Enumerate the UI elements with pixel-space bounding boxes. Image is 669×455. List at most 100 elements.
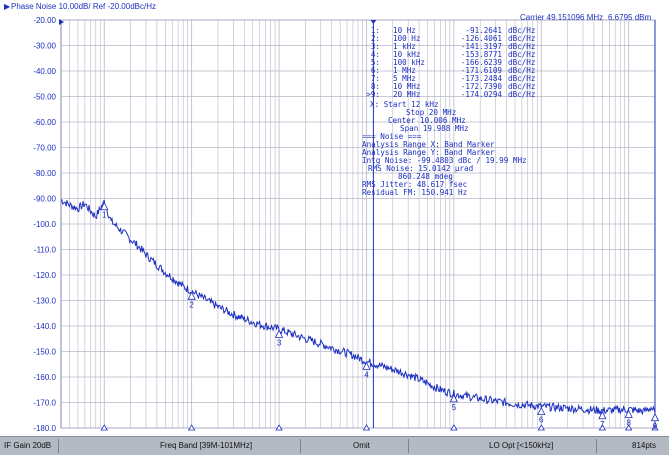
marker-position-icon bbox=[187, 424, 196, 431]
info-line: X: Start 12 kHz bbox=[370, 100, 439, 109]
status-divider bbox=[408, 439, 409, 453]
trace-title: Phase Noise 10.00dB/ Ref -20.00dBc/Hz bbox=[11, 2, 156, 11]
marker-position-icon bbox=[598, 424, 607, 431]
info-line: Residual FM: 150.941 Hz bbox=[362, 188, 467, 197]
marker-5-icon bbox=[449, 393, 459, 403]
marker-readout-value: -173.2484 bbox=[461, 74, 503, 83]
marker-readout-unit: dBc/Hz bbox=[508, 82, 535, 91]
marker-1-label: 1 bbox=[102, 211, 107, 220]
marker-2-label: 2 bbox=[189, 300, 194, 309]
marker-readout-unit: dBc/Hz bbox=[508, 34, 535, 43]
marker-9-label: 9 bbox=[653, 422, 658, 431]
marker-7-label: 7 bbox=[600, 420, 605, 429]
y-tick-label: -20.00 bbox=[33, 16, 56, 25]
marker-readout-freq: 1 MHz bbox=[393, 66, 416, 75]
if-gain-status[interactable]: IF Gain 20dB bbox=[4, 441, 52, 450]
lo-opt-status[interactable]: LO Opt [<150kHz] bbox=[489, 441, 554, 450]
y-tick-label: -150.0 bbox=[33, 348, 56, 357]
marker-position-icon bbox=[537, 424, 545, 431]
y-tick-label: -170.0 bbox=[33, 399, 56, 408]
status-divider bbox=[596, 439, 597, 453]
marker-6-label: 6 bbox=[539, 416, 544, 425]
y-tick-label: -50.00 bbox=[33, 93, 56, 102]
reference-level-icon bbox=[59, 19, 64, 25]
marker-readout-value: -166.6239 bbox=[461, 58, 503, 67]
y-tick-label: -90.00 bbox=[33, 195, 56, 204]
marker-readout-value: -172.7390 bbox=[461, 82, 503, 91]
marker-readout-unit: dBc/Hz bbox=[508, 58, 535, 67]
marker-readout-id: 8: bbox=[371, 82, 380, 91]
marker-readout-unit: dBc/Hz bbox=[508, 74, 535, 83]
marker-7-icon bbox=[598, 410, 607, 420]
marker-1-icon bbox=[100, 201, 109, 211]
marker-5-label: 5 bbox=[452, 403, 457, 412]
marker-readout-unit: dBc/Hz bbox=[508, 26, 535, 35]
info-line: RMS Noise: 15.0142 µrad bbox=[368, 164, 473, 173]
trace-markers: 1 2 3 4 5 6 7 8 9 bbox=[100, 201, 660, 431]
y-tick-label: -120.0 bbox=[33, 271, 56, 280]
y-tick-labels: -20.00 -30.00 -40.00 -50.00 -60.00 -70.00 -80.… bbox=[33, 16, 64, 433]
y-tick-label: -160.0 bbox=[33, 373, 56, 382]
info-line: RMS Jitter: 48.617 fsec bbox=[362, 180, 467, 189]
marker-readout-freq: 10 MHz bbox=[393, 82, 420, 91]
info-line: Intg Noise: -99.4803 dBc / 19.99 MHz bbox=[362, 156, 527, 165]
marker-position-icon bbox=[275, 424, 283, 431]
freq-band-status[interactable]: Freq Band [39M-101MHz] bbox=[160, 441, 253, 450]
marker-position-icon bbox=[450, 424, 458, 431]
status-bar: IF Gain 20dB Freq Band [39M-101MHz] Omit… bbox=[0, 436, 669, 455]
marker-readout-freq: 10 kHz bbox=[393, 50, 420, 59]
y-tick-label: -130.0 bbox=[33, 297, 56, 306]
y-tick-label: -60.00 bbox=[33, 118, 56, 127]
marker-readout-freq: 20 MHz bbox=[393, 90, 420, 99]
trace-header: ▶ Phase Noise 10.00dB/ Ref -20.00dBc/Hz … bbox=[4, 2, 651, 22]
info-line: 860.248 mdeg bbox=[398, 172, 453, 181]
marker-readout-unit: dBc/Hz bbox=[508, 42, 535, 51]
marker-2-icon bbox=[187, 291, 196, 300]
status-divider bbox=[300, 439, 301, 453]
y-tick-label: -80.00 bbox=[33, 169, 56, 178]
marker-9-icon bbox=[650, 412, 660, 422]
marker-4-icon bbox=[362, 361, 371, 370]
marker-readout-freq: 100 kHz bbox=[393, 58, 425, 67]
omit-status[interactable]: Omit bbox=[353, 441, 370, 450]
info-line: Analysis Range X: Band Marker bbox=[362, 140, 495, 149]
y-tick-label: -100.0 bbox=[33, 220, 56, 229]
marker-readout-id: 3: bbox=[371, 42, 380, 51]
marker-readout-value: -171.6109 bbox=[461, 66, 503, 75]
y-tick-label: -110.0 bbox=[34, 246, 57, 255]
marker-position-icon bbox=[100, 424, 108, 431]
y-tick-label: -180.0 bbox=[33, 424, 56, 433]
marker-4-label: 4 bbox=[364, 370, 369, 379]
ref-marker-icon: ▶ bbox=[4, 2, 11, 11]
marker-readout-unit: dBc/Hz bbox=[508, 50, 535, 59]
marker-readout-freq: 10 Hz bbox=[393, 26, 416, 35]
points-status: 814pts bbox=[632, 441, 657, 450]
y-tick-label: -70.00 bbox=[33, 144, 56, 153]
marker-readout-value: -91.2641 bbox=[465, 26, 502, 35]
marker-readout-value: -141.3197 bbox=[461, 42, 502, 51]
status-divider bbox=[58, 439, 59, 453]
info-line: Center 10.006 MHz bbox=[388, 116, 466, 125]
grid bbox=[60, 19, 656, 429]
info-line: === Noise === bbox=[362, 132, 422, 141]
marker-readout-freq: 1 kHz bbox=[393, 42, 416, 51]
marker-readout-value: -153.8771 bbox=[461, 50, 503, 59]
marker-8-label: 8 bbox=[626, 418, 631, 427]
marker-readout-id: 7: bbox=[371, 74, 380, 83]
marker-readout-value: -126.4061 bbox=[461, 34, 503, 43]
phase-noise-trace bbox=[60, 199, 656, 416]
marker-readout-id: 1: bbox=[371, 26, 380, 35]
marker-3-icon bbox=[274, 329, 284, 338]
phase-noise-chart: -20.00 -30.00 -40.00 -50.00 -60.00 -70.00 -80.… bbox=[4, 2, 660, 433]
marker-6-icon bbox=[537, 406, 546, 416]
marker-8-icon bbox=[624, 409, 633, 418]
marker-position-icon bbox=[362, 424, 371, 431]
marker-readout-id: 4: bbox=[371, 50, 380, 59]
marker-readout-unit: dBc/Hz bbox=[508, 90, 535, 99]
band-markers bbox=[370, 20, 656, 428]
info-line: Stop 20 MHz bbox=[406, 108, 456, 117]
marker-position-icon bbox=[624, 424, 633, 431]
marker-readout-id: 5: bbox=[371, 58, 380, 67]
